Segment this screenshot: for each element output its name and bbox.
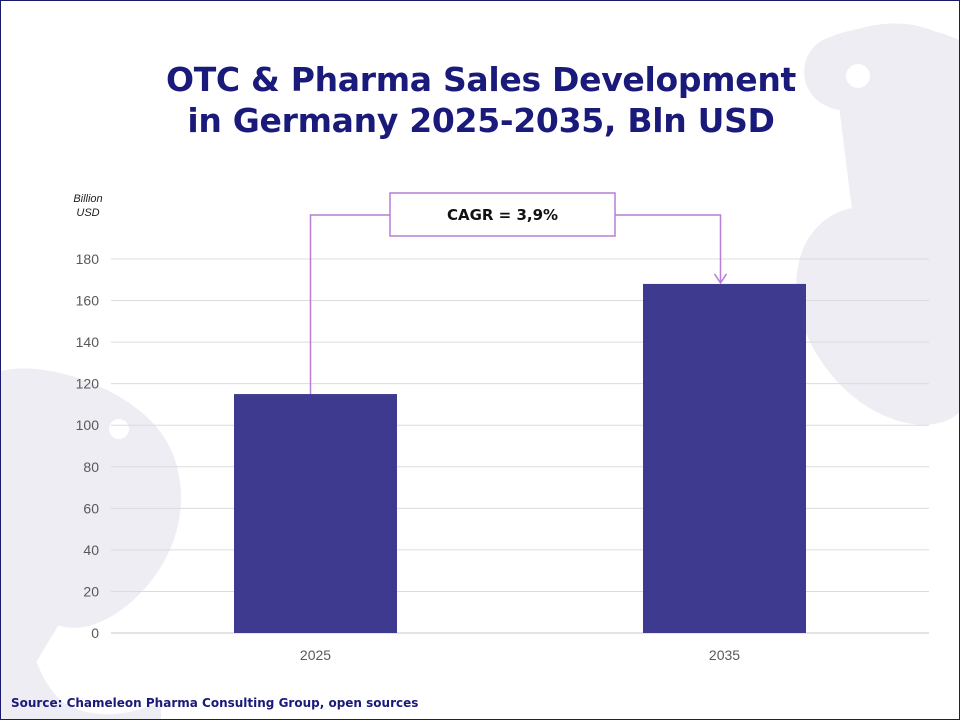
y-axis-ticks: 0 20 40 60 80 100 120 140 160 180 xyxy=(76,251,100,641)
bar-2025 xyxy=(234,394,397,633)
cagr-arrowhead xyxy=(713,273,728,285)
y-axis-label-line-1: Billion xyxy=(73,193,102,205)
y-tick-label: 40 xyxy=(83,542,99,558)
y-tick-label: 100 xyxy=(76,417,100,433)
cagr-connector-right xyxy=(615,214,722,282)
y-tick-label: 180 xyxy=(76,251,100,267)
y-tick-label: 120 xyxy=(76,376,100,392)
y-tick-label: 60 xyxy=(83,500,99,516)
title-line-2: in Germany 2025-2035, Bln USD xyxy=(187,101,775,140)
title-line-1: OTC & Pharma Sales Development xyxy=(165,60,797,99)
chart-title: OTC & Pharma Sales Development in German… xyxy=(81,59,881,141)
gridlines xyxy=(111,258,929,634)
y-axis-label-line-2: USD xyxy=(76,207,99,219)
y-tick-label: 140 xyxy=(76,334,100,350)
bars xyxy=(234,283,806,633)
x-tick-label-2035: 2035 xyxy=(709,647,740,663)
bar-2035 xyxy=(643,283,806,633)
y-tick-label: 80 xyxy=(83,459,99,475)
x-tick-label-2025: 2025 xyxy=(300,647,331,663)
y-tick-label: 0 xyxy=(91,625,99,641)
cagr-connector-left xyxy=(309,214,390,395)
cagr-annotation: CAGR = 3,9% xyxy=(309,192,728,395)
source-note: Source: Chameleon Pharma Consulting Grou… xyxy=(11,696,419,710)
cagr-box xyxy=(389,192,616,237)
cagr-label: CAGR = 3,9% xyxy=(447,206,558,224)
y-tick-label: 160 xyxy=(76,293,100,309)
y-tick-label: 20 xyxy=(83,583,99,599)
x-axis-ticks: 2025 2035 xyxy=(300,647,740,663)
